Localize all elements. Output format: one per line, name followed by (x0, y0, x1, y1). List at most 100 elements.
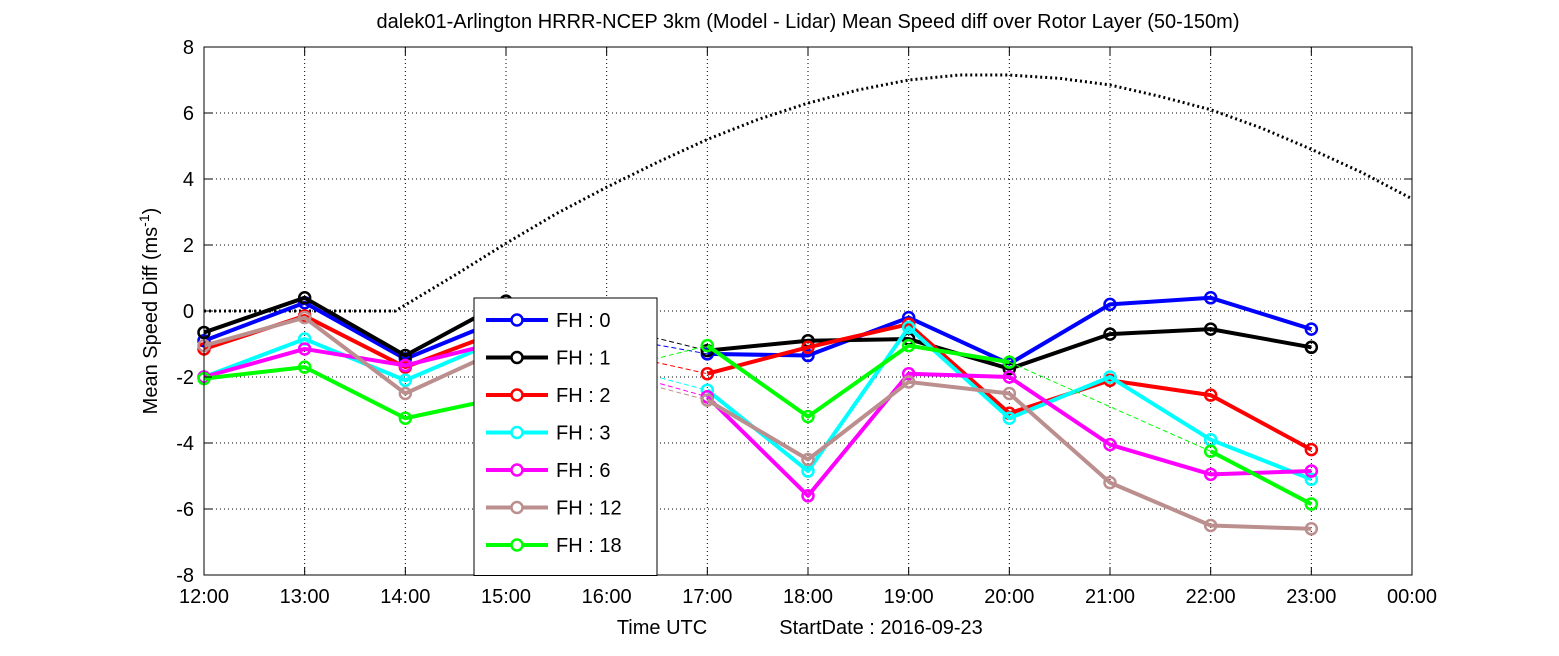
data-point (297, 342, 312, 356)
series-line (705, 371, 1312, 498)
x-tick-label: 17:00 (682, 586, 732, 608)
data-point (1304, 340, 1319, 355)
legend-marker (510, 500, 524, 515)
data-point (1103, 475, 1117, 490)
data-point (1002, 355, 1017, 369)
data-point (1304, 522, 1319, 536)
data-point (901, 366, 916, 381)
x-tick-label: 12:00 (179, 586, 229, 608)
data-point (801, 340, 815, 355)
x-tick-label: 23:00 (1286, 586, 1336, 608)
legend: FH : 0 FH : 1 FH : 2 FH : 3 FH : 6 FH : 12 FH … (473, 297, 658, 576)
data-point (901, 338, 916, 353)
x-axis-label: Time UTC (617, 617, 707, 639)
y-axis-label: Mean Speed Diff (ms-1) (136, 208, 162, 415)
series-line (203, 315, 507, 396)
x-tick-label: 16:00 (582, 586, 632, 608)
data-point (1304, 322, 1319, 336)
legend-label: FH : 3 (556, 423, 610, 445)
series-line (706, 343, 1010, 419)
data-point (398, 373, 413, 388)
data-point (801, 489, 815, 503)
data-point (1304, 464, 1319, 478)
y-axis-label-main: Mean Speed Diff (ms (140, 227, 162, 415)
data-point (1304, 497, 1319, 511)
data-point (398, 411, 413, 425)
legend-marker (510, 538, 524, 552)
legend-marker (510, 350, 524, 365)
y-axis-ticks: -8 -6 -4 -2 0 2 4 6 8 (176, 37, 1412, 587)
x-tick-label: 19:00 (884, 586, 934, 608)
data-point (398, 358, 413, 373)
data-point (801, 452, 815, 467)
legend-label: FH : 2 (556, 385, 610, 407)
data-point (1103, 327, 1117, 341)
y-tick-label: -6 (176, 499, 194, 521)
legend-label: FH : 6 (556, 460, 610, 482)
data-point (1203, 291, 1218, 305)
legend-marker (510, 388, 524, 402)
x-tick-label: 13:00 (280, 586, 330, 608)
series-line (203, 335, 507, 383)
chart-title: dalek01-Arlington HRRR-NCEP 3km (Model -… (377, 11, 1240, 33)
x-tick-label: 18:00 (783, 586, 833, 608)
legend-box (473, 297, 658, 576)
data-point (801, 409, 815, 424)
dotted-curve (204, 73, 1413, 313)
y-tick-label: 4 (183, 169, 194, 191)
data-point (398, 386, 413, 401)
data-point (1203, 467, 1218, 482)
legend-marker (510, 313, 524, 327)
y-tick-label: -4 (176, 433, 194, 455)
x-tick-label: 20:00 (984, 586, 1034, 608)
data-point (1203, 322, 1218, 336)
data-point (901, 375, 916, 389)
data-point (1002, 362, 1017, 376)
y-axis-label-superscript: -1 (136, 214, 152, 227)
x-tick-label: 00:00 (1387, 586, 1437, 608)
legend-label: FH : 12 (556, 498, 622, 520)
y-tick-label: -2 (176, 367, 194, 389)
data-point (700, 366, 715, 381)
data-point (297, 360, 312, 374)
series-line (203, 295, 507, 358)
x-axis-ticks: 12:00 13:00 14:00 15:00 16:00 17:00 18:00 19:00… (179, 47, 1437, 608)
series-layer (197, 291, 1319, 536)
data-point (700, 393, 715, 407)
data-point (1203, 518, 1218, 533)
x-axis-start-date: StartDate : 2016-09-23 (779, 617, 982, 639)
data-point (1103, 437, 1117, 452)
series-line (1209, 449, 1313, 506)
data-point (700, 338, 715, 353)
data-point (1002, 411, 1017, 425)
series-line (706, 379, 1312, 531)
y-tick-label: 6 (183, 103, 194, 125)
data-point (1103, 297, 1117, 312)
legend-label: FH : 1 (556, 348, 610, 370)
data-point (901, 320, 916, 335)
y-tick-label: 2 (183, 235, 194, 257)
x-tick-label: 22:00 (1186, 586, 1236, 608)
data-point (801, 348, 815, 363)
legend-label: FH : 18 (556, 535, 622, 557)
x-tick-label: 21:00 (1085, 586, 1135, 608)
x-tick-label: 15:00 (481, 586, 531, 608)
y-tick-label: -8 (176, 565, 194, 587)
series-line (706, 325, 1313, 482)
y-tick-label: 0 (183, 301, 194, 323)
data-point (297, 291, 312, 305)
y-axis-label-close: ) (140, 208, 162, 215)
grid (204, 47, 1412, 575)
x-tick-label: 14:00 (380, 586, 430, 608)
data-point (1002, 370, 1017, 384)
data-point (1304, 472, 1319, 487)
series-line (203, 300, 507, 361)
y-tick-label: 8 (183, 37, 194, 59)
legend-label: FH : 0 (556, 310, 610, 332)
series-gap-line (1009, 361, 1211, 452)
series-line (203, 365, 507, 421)
data-point (1203, 444, 1218, 458)
legend-marker (510, 463, 524, 477)
